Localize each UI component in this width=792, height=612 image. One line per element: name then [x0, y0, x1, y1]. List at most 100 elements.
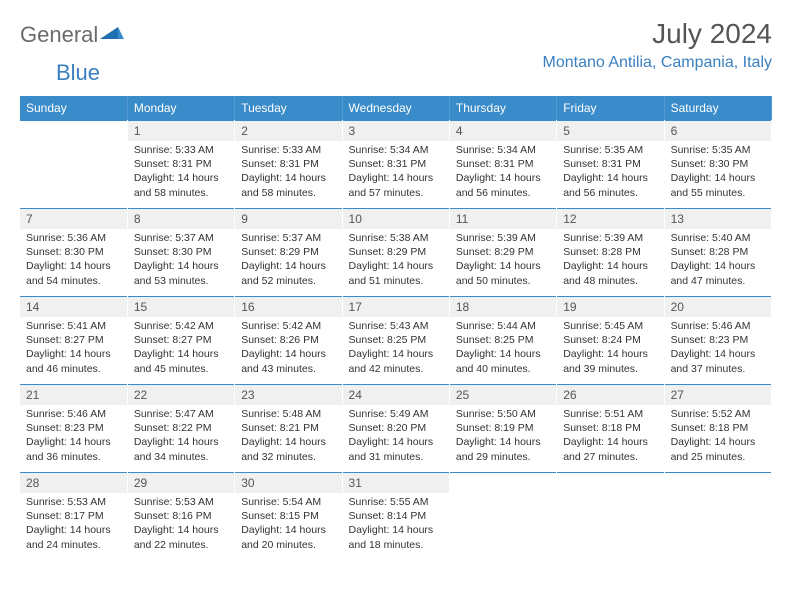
daylight-line: Daylight: 14 hours and 27 minutes. — [563, 435, 657, 463]
sunset-line: Sunset: 8:28 PM — [671, 245, 765, 259]
day-number: 26 — [557, 384, 663, 405]
day-details: Sunrise: 5:39 AMSunset: 8:29 PMDaylight:… — [450, 229, 556, 290]
day-number: 3 — [343, 120, 449, 141]
sunrise-line: Sunrise: 5:44 AM — [456, 319, 550, 333]
day-number: 11 — [450, 208, 556, 229]
calendar-day-cell: 9Sunrise: 5:37 AMSunset: 8:29 PMDaylight… — [235, 208, 342, 296]
sunset-line: Sunset: 8:29 PM — [349, 245, 443, 259]
sunrise-line: Sunrise: 5:36 AM — [26, 231, 121, 245]
sunrise-line: Sunrise: 5:42 AM — [134, 319, 228, 333]
day-details: Sunrise: 5:50 AMSunset: 8:19 PMDaylight:… — [450, 405, 556, 466]
calendar-day-cell: 27Sunrise: 5:52 AMSunset: 8:18 PMDayligh… — [664, 384, 771, 472]
day-details: Sunrise: 5:51 AMSunset: 8:18 PMDaylight:… — [557, 405, 663, 466]
sunrise-line: Sunrise: 5:33 AM — [134, 143, 228, 157]
day-details: Sunrise: 5:53 AMSunset: 8:16 PMDaylight:… — [128, 493, 234, 554]
day-number: 30 — [235, 472, 341, 493]
day-number: 25 — [450, 384, 556, 405]
daylight-line: Daylight: 14 hours and 42 minutes. — [349, 347, 443, 375]
day-details: Sunrise: 5:33 AMSunset: 8:31 PMDaylight:… — [235, 141, 341, 202]
day-number: 20 — [665, 296, 771, 317]
sunset-line: Sunset: 8:29 PM — [241, 245, 335, 259]
day-details: Sunrise: 5:47 AMSunset: 8:22 PMDaylight:… — [128, 405, 234, 466]
day-number: 5 — [557, 120, 663, 141]
day-details: Sunrise: 5:42 AMSunset: 8:27 PMDaylight:… — [128, 317, 234, 378]
calendar-day-cell: 15Sunrise: 5:42 AMSunset: 8:27 PMDayligh… — [127, 296, 234, 384]
calendar-day-cell: 10Sunrise: 5:38 AMSunset: 8:29 PMDayligh… — [342, 208, 449, 296]
daylight-line: Daylight: 14 hours and 25 minutes. — [671, 435, 765, 463]
day-details: Sunrise: 5:33 AMSunset: 8:31 PMDaylight:… — [128, 141, 234, 202]
calendar-day-cell: 31Sunrise: 5:55 AMSunset: 8:14 PMDayligh… — [342, 472, 449, 560]
calendar-day-cell: 13Sunrise: 5:40 AMSunset: 8:28 PMDayligh… — [664, 208, 771, 296]
calendar-day-cell: 17Sunrise: 5:43 AMSunset: 8:25 PMDayligh… — [342, 296, 449, 384]
calendar-day-cell: 11Sunrise: 5:39 AMSunset: 8:29 PMDayligh… — [449, 208, 556, 296]
sunrise-line: Sunrise: 5:43 AM — [349, 319, 443, 333]
day-details: Sunrise: 5:45 AMSunset: 8:24 PMDaylight:… — [557, 317, 663, 378]
calendar-day-cell: 4Sunrise: 5:34 AMSunset: 8:31 PMDaylight… — [449, 120, 556, 208]
day-number: 31 — [343, 472, 449, 493]
sunrise-line: Sunrise: 5:34 AM — [456, 143, 550, 157]
daylight-line: Daylight: 14 hours and 45 minutes. — [134, 347, 228, 375]
sunrise-line: Sunrise: 5:35 AM — [563, 143, 657, 157]
daylight-line: Daylight: 14 hours and 48 minutes. — [563, 259, 657, 287]
day-details: Sunrise: 5:39 AMSunset: 8:28 PMDaylight:… — [557, 229, 663, 290]
daylight-line: Daylight: 14 hours and 46 minutes. — [26, 347, 121, 375]
daylight-line: Daylight: 14 hours and 54 minutes. — [26, 259, 121, 287]
day-number: 17 — [343, 296, 449, 317]
calendar-table: SundayMondayTuesdayWednesdayThursdayFrid… — [20, 96, 772, 560]
sunrise-line: Sunrise: 5:33 AM — [241, 143, 335, 157]
calendar-day-cell: 28Sunrise: 5:53 AMSunset: 8:17 PMDayligh… — [20, 472, 127, 560]
daylight-line: Daylight: 14 hours and 24 minutes. — [26, 523, 121, 551]
daylight-line: Daylight: 14 hours and 39 minutes. — [563, 347, 657, 375]
empty-day — [557, 472, 663, 493]
weekday-header: Saturday — [664, 96, 771, 120]
calendar-day-cell: 6Sunrise: 5:35 AMSunset: 8:30 PMDaylight… — [664, 120, 771, 208]
calendar-week-row: 14Sunrise: 5:41 AMSunset: 8:27 PMDayligh… — [20, 296, 772, 384]
sunset-line: Sunset: 8:16 PM — [134, 509, 228, 523]
daylight-line: Daylight: 14 hours and 37 minutes. — [671, 347, 765, 375]
empty-day — [20, 120, 127, 141]
daylight-line: Daylight: 14 hours and 56 minutes. — [456, 171, 550, 199]
sunset-line: Sunset: 8:17 PM — [26, 509, 121, 523]
daylight-line: Daylight: 14 hours and 22 minutes. — [134, 523, 228, 551]
calendar-day-cell: 7Sunrise: 5:36 AMSunset: 8:30 PMDaylight… — [20, 208, 127, 296]
daylight-line: Daylight: 14 hours and 34 minutes. — [134, 435, 228, 463]
sunrise-line: Sunrise: 5:50 AM — [456, 407, 550, 421]
weekday-header: Tuesday — [235, 96, 342, 120]
sunset-line: Sunset: 8:15 PM — [241, 509, 335, 523]
sunset-line: Sunset: 8:31 PM — [241, 157, 335, 171]
sunset-line: Sunset: 8:22 PM — [134, 421, 228, 435]
sunrise-line: Sunrise: 5:55 AM — [349, 495, 443, 509]
day-number: 10 — [343, 208, 449, 229]
day-number: 23 — [235, 384, 341, 405]
calendar-week-row: 1Sunrise: 5:33 AMSunset: 8:31 PMDaylight… — [20, 120, 772, 208]
daylight-line: Daylight: 14 hours and 50 minutes. — [456, 259, 550, 287]
day-details: Sunrise: 5:37 AMSunset: 8:30 PMDaylight:… — [128, 229, 234, 290]
weekday-header: Thursday — [449, 96, 556, 120]
weekday-header: Friday — [557, 96, 664, 120]
day-details: Sunrise: 5:35 AMSunset: 8:30 PMDaylight:… — [665, 141, 771, 202]
sunset-line: Sunset: 8:19 PM — [456, 421, 550, 435]
calendar-day-cell: 2Sunrise: 5:33 AMSunset: 8:31 PMDaylight… — [235, 120, 342, 208]
day-details: Sunrise: 5:46 AMSunset: 8:23 PMDaylight:… — [20, 405, 127, 466]
weekday-header: Monday — [127, 96, 234, 120]
sunset-line: Sunset: 8:28 PM — [563, 245, 657, 259]
calendar-day-cell: 19Sunrise: 5:45 AMSunset: 8:24 PMDayligh… — [557, 296, 664, 384]
day-number: 13 — [665, 208, 771, 229]
calendar-day-cell: 14Sunrise: 5:41 AMSunset: 8:27 PMDayligh… — [20, 296, 127, 384]
sunset-line: Sunset: 8:20 PM — [349, 421, 443, 435]
calendar-week-row: 7Sunrise: 5:36 AMSunset: 8:30 PMDaylight… — [20, 208, 772, 296]
day-details: Sunrise: 5:49 AMSunset: 8:20 PMDaylight:… — [343, 405, 449, 466]
calendar-day-cell: 18Sunrise: 5:44 AMSunset: 8:25 PMDayligh… — [449, 296, 556, 384]
calendar-day-cell: 23Sunrise: 5:48 AMSunset: 8:21 PMDayligh… — [235, 384, 342, 472]
daylight-line: Daylight: 14 hours and 53 minutes. — [134, 259, 228, 287]
sunrise-line: Sunrise: 5:39 AM — [563, 231, 657, 245]
day-details: Sunrise: 5:35 AMSunset: 8:31 PMDaylight:… — [557, 141, 663, 202]
daylight-line: Daylight: 14 hours and 56 minutes. — [563, 171, 657, 199]
day-details: Sunrise: 5:38 AMSunset: 8:29 PMDaylight:… — [343, 229, 449, 290]
sunset-line: Sunset: 8:27 PM — [26, 333, 121, 347]
day-number: 9 — [235, 208, 341, 229]
calendar-day-cell: 12Sunrise: 5:39 AMSunset: 8:28 PMDayligh… — [557, 208, 664, 296]
sunset-line: Sunset: 8:31 PM — [456, 157, 550, 171]
day-number: 21 — [20, 384, 127, 405]
sunset-line: Sunset: 8:25 PM — [456, 333, 550, 347]
